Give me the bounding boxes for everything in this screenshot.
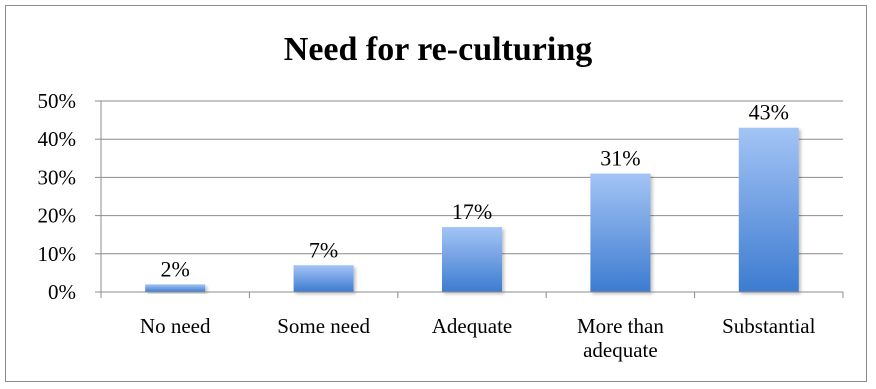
data-label: 7% (309, 237, 338, 262)
y-tick-label: 30% (38, 165, 77, 189)
axes (95, 100, 844, 298)
data-label: 31% (600, 146, 640, 171)
x-category-label: No need (140, 314, 211, 338)
bar (293, 265, 354, 292)
chart-title: Need for re-culturing (283, 31, 593, 68)
y-tick-label: 40% (38, 127, 77, 151)
gridlines (101, 100, 843, 255)
bar (590, 173, 651, 292)
x-category-label: Substantial (722, 314, 815, 338)
bar (738, 127, 799, 293)
y-tick-label: 50% (38, 89, 77, 113)
data-label: 43% (749, 100, 789, 125)
chart-frame (5, 5, 867, 382)
x-category-label: More than (577, 314, 664, 338)
labels: 0% 10% 20% 30% 40% 50% 2% No need 7% Some need 17%… (38, 89, 816, 362)
data-label: 17% (452, 199, 492, 224)
x-category-label: Some need (277, 314, 370, 338)
data-label: 2% (161, 256, 190, 281)
bar (145, 284, 206, 292)
y-tick-label: 0% (48, 280, 76, 304)
y-tick-label: 10% (38, 242, 77, 266)
bar (442, 227, 502, 292)
y-tick-label: 20% (38, 204, 77, 228)
x-category-label: adequate (583, 338, 658, 362)
bars (145, 127, 799, 293)
x-category-label: Adequate (432, 314, 512, 338)
